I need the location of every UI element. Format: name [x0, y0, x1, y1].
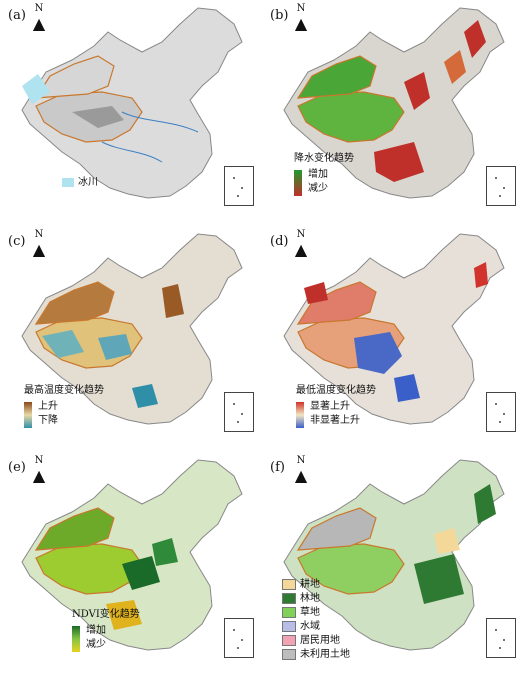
unused-land-swatch	[282, 649, 296, 660]
legend-label: 草地	[300, 607, 320, 618]
legend-gradient	[72, 626, 80, 652]
south-china-sea-inset	[486, 392, 516, 432]
legend-low: 减少	[308, 183, 328, 194]
legend-high: 显著上升	[310, 401, 350, 412]
map-c	[21, 233, 243, 425]
glacier-swatch	[62, 178, 74, 187]
legend-label: 冰川	[78, 177, 98, 188]
legend-low: 减少	[86, 639, 106, 650]
legend-title: 降水变化趋势	[294, 153, 354, 164]
legend-gradient	[24, 402, 32, 428]
legend-label: 林地	[300, 593, 320, 604]
legend-gradient	[296, 402, 304, 428]
legend-high: 增加	[86, 625, 106, 636]
north-arrow-icon: N ▲	[294, 3, 308, 34]
legend: NDVI变化趋势 增加 减少	[72, 608, 140, 652]
map-panel-b: (b) N ▲ 降水变化趋势 增加 减少	[264, 2, 522, 224]
map-f	[283, 459, 505, 651]
legend-label: 居民用地	[300, 635, 340, 646]
water-swatch	[282, 621, 296, 632]
legend: 耕地 林地 草地 水域 居民用地 未利用土地	[282, 578, 350, 662]
north-arrow-icon: N ▲	[32, 3, 46, 34]
legend-low: 非显著上升	[310, 415, 360, 426]
legend: 最低温度变化趋势 显著上升 非显著上升	[296, 384, 376, 428]
legend-low: 下降	[38, 415, 58, 426]
panel-label: (c)	[8, 234, 26, 249]
legend-high: 增加	[308, 169, 328, 180]
legend-label: 水域	[300, 621, 320, 632]
south-china-sea-inset	[486, 166, 516, 206]
map-e	[21, 459, 243, 651]
legend-title: NDVI变化趋势	[72, 609, 140, 620]
map-a	[21, 7, 243, 199]
map-panel-c: (c) N ▲ 最高温度变化趋势 上升 下降	[2, 228, 260, 450]
south-china-sea-inset	[486, 618, 516, 658]
north-arrow-icon: N ▲	[32, 455, 46, 486]
legend: 降水变化趋势 增加 减少	[294, 152, 354, 196]
panel-label: (a)	[8, 8, 26, 23]
north-arrow-icon: N ▲	[294, 455, 308, 486]
forest-swatch	[282, 593, 296, 604]
legend: 冰川	[62, 176, 98, 190]
legend-title: 最高温度变化趋势	[24, 385, 104, 396]
north-arrow-icon: N ▲	[294, 229, 308, 260]
legend-gradient	[294, 170, 302, 196]
south-china-sea-inset	[224, 618, 254, 658]
residential-swatch	[282, 635, 296, 646]
panel-label: (e)	[8, 460, 26, 475]
map-b	[283, 7, 505, 199]
map-panel-a: (a) N ▲ 冰川	[2, 2, 260, 224]
south-china-sea-inset	[224, 392, 254, 432]
map-panel-d: (d) N ▲ 最低温度变化趋势 显著上升 非显著上升	[264, 228, 522, 450]
north-arrow-icon: N ▲	[32, 229, 46, 260]
panel-label: (f)	[270, 460, 285, 475]
grassland-swatch	[282, 607, 296, 618]
south-china-sea-inset	[224, 166, 254, 206]
map-panel-f: (f) N ▲ 耕地 林地 草地 水域 居民用地 未利用土地	[264, 454, 522, 676]
legend-label: 耕地	[300, 579, 320, 590]
panel-label: (d)	[270, 234, 289, 249]
cropland-swatch	[282, 579, 296, 590]
legend-title: 最低温度变化趋势	[296, 385, 376, 396]
map-panel-e: (e) N ▲ NDVI变化趋势 增加 减少	[2, 454, 260, 676]
map-d	[283, 233, 505, 425]
panel-label: (b)	[270, 8, 289, 23]
legend-high: 上升	[38, 401, 58, 412]
legend: 最高温度变化趋势 上升 下降	[24, 384, 104, 428]
legend-label: 未利用土地	[300, 649, 350, 660]
